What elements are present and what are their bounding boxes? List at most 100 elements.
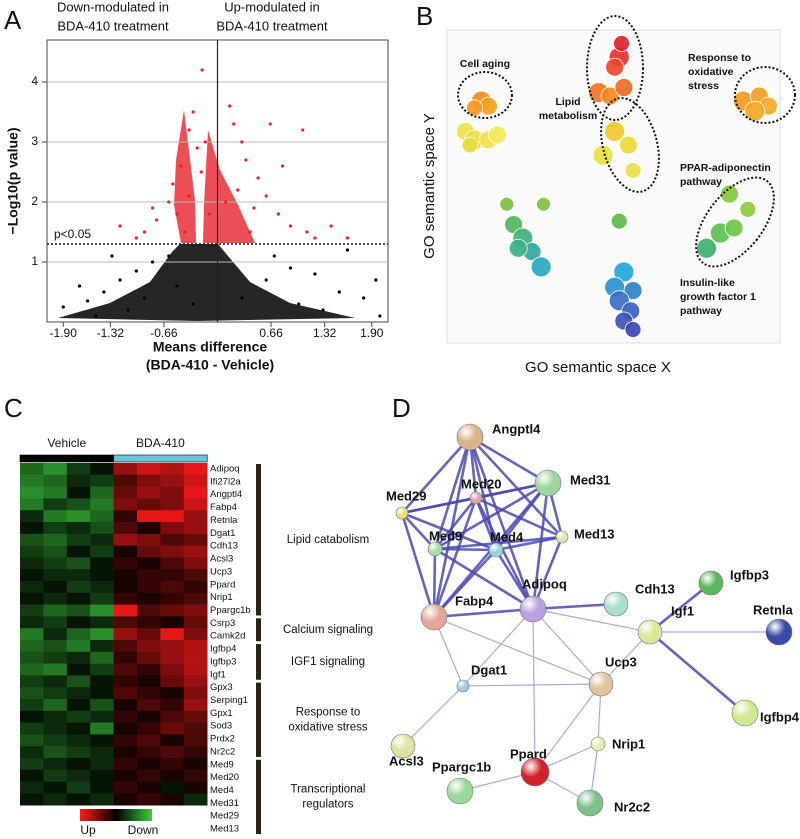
gene-label: Serping1	[210, 695, 248, 706]
heatmap-cell	[66, 498, 91, 511]
node-label: Med9	[429, 528, 462, 543]
edge	[434, 547, 534, 611]
heatmap-cell	[113, 522, 138, 535]
cluster-outline	[734, 66, 796, 124]
point	[362, 296, 366, 300]
heatmap-cell	[137, 592, 161, 605]
heatmap-cell	[20, 522, 44, 535]
heatmap-cell	[20, 581, 44, 594]
heatmap-cell	[66, 722, 91, 735]
point	[240, 296, 244, 300]
x-axis-label: Means difference	[153, 339, 268, 355]
gene-label: Med31	[210, 798, 239, 809]
network-node	[469, 491, 483, 505]
x-tick-label: 1.90	[360, 326, 384, 340]
heatmap-cell	[183, 474, 208, 487]
edge	[432, 497, 478, 618]
heatmap-cell	[90, 781, 114, 794]
network-nodes: Angptl4 Med31 Med29 Med20 Med13 Med9 Med4 Adipo…	[386, 421, 800, 817]
edge	[532, 608, 536, 773]
heatmap-cell	[43, 474, 68, 487]
bubble	[508, 238, 528, 258]
gene-label: Csrp3	[210, 618, 235, 629]
volcano-plot: Down-modulated in BDA-410 treatment Up-m…	[5, 0, 389, 373]
heatmap-cell	[113, 533, 138, 546]
point	[187, 128, 191, 132]
x-axis-label: GO semantic space X	[525, 359, 671, 376]
heatmap-cell	[160, 781, 185, 794]
bubble	[619, 135, 638, 155]
cluster-label: PPAR-adiponectin	[680, 162, 771, 174]
group-bracket	[256, 759, 261, 835]
heatmap-cell	[20, 793, 44, 806]
heatmap-cell	[183, 734, 208, 747]
heatmap-cell	[183, 498, 208, 511]
edge	[401, 512, 436, 550]
color-legend	[80, 809, 152, 821]
gene-label: Nr2c2	[210, 746, 235, 757]
heatmap-cell	[43, 746, 68, 759]
point	[61, 305, 65, 309]
point	[134, 236, 138, 240]
heatmap-cell	[20, 687, 44, 700]
point	[179, 164, 183, 168]
heatmap-cell	[113, 781, 138, 794]
x-tick-label: -1.32	[97, 326, 125, 340]
bubble	[624, 162, 642, 179]
heatmap-cell	[43, 793, 68, 806]
heatmap-cell	[43, 640, 68, 653]
heatmap-cell	[183, 710, 208, 723]
go-bubble-plot: GO semantic space X GO semantic space Y	[421, 29, 781, 376]
network-node	[390, 733, 416, 759]
heatmap-cell	[66, 616, 91, 629]
node-label: Dgat1	[471, 662, 507, 677]
heatmap-cell	[66, 781, 91, 794]
network-node	[519, 595, 547, 623]
point	[288, 266, 293, 270]
heatmap-cell	[90, 522, 114, 535]
heatmap-cell	[183, 687, 208, 700]
heatmap-cell	[90, 486, 114, 499]
heatmap-cell	[113, 569, 138, 582]
point	[207, 212, 211, 216]
point	[200, 68, 204, 72]
x-axis-label: (BDA-410 - Vehicle)	[146, 357, 274, 373]
point	[199, 170, 203, 174]
network-node	[698, 570, 724, 596]
heatmap-cell	[90, 769, 114, 782]
heatmap-cell	[43, 604, 68, 617]
heatmap-cell	[160, 604, 185, 617]
heatmap-cell	[183, 616, 208, 629]
heatmap-cell	[113, 581, 138, 594]
heatmap-cell	[20, 474, 44, 487]
network-node	[765, 618, 793, 646]
point	[236, 188, 240, 192]
heatmap-cell	[20, 545, 44, 558]
edge	[532, 608, 602, 685]
point	[276, 212, 280, 216]
heatmap-cell	[90, 592, 114, 605]
heatmap-cell	[43, 557, 68, 570]
heatmap-cell	[183, 675, 208, 688]
gene-label: Gpx1	[210, 708, 233, 719]
heatmap-cell	[137, 510, 161, 523]
cluster-label: pathway	[680, 305, 722, 317]
heatmap-cell	[43, 569, 68, 582]
group-label: Lipid catabolism	[287, 534, 369, 546]
heatmap-cell	[113, 722, 138, 735]
bubble	[613, 35, 630, 52]
network-edges	[400, 435, 779, 804]
bubble	[604, 121, 626, 142]
group-header: Vehicle	[47, 436, 86, 450]
heatmap-cell	[66, 557, 91, 570]
heatmap-cell	[66, 474, 91, 487]
point	[150, 206, 155, 210]
heatmap-cell	[137, 722, 161, 735]
point	[118, 224, 122, 228]
heatmap-cell	[66, 581, 91, 594]
heatmap-cell	[160, 533, 185, 546]
bubble	[499, 196, 515, 212]
bubble	[696, 237, 717, 259]
heatmap-cell	[160, 663, 185, 676]
heatmap-cell	[43, 486, 68, 499]
